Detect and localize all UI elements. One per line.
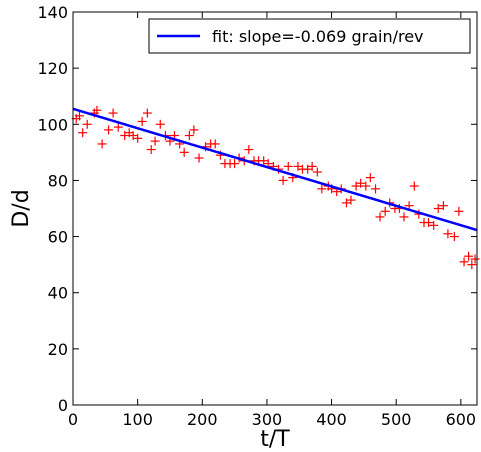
legend-box [148, 18, 471, 54]
y-axis-label: D/d [9, 189, 34, 227]
fit-line-group [72, 107, 478, 232]
scatter-point [351, 181, 361, 191]
scatter-point [375, 212, 385, 222]
scatter-point [424, 218, 434, 228]
scatter-point [146, 145, 156, 155]
scatter-point [113, 122, 123, 132]
fit-line [72, 107, 478, 232]
scatter-point [459, 257, 469, 267]
scatter-point [137, 116, 147, 126]
x-tick-label: 0 [68, 410, 78, 429]
scatter-point [365, 173, 375, 183]
scatter-point [429, 220, 439, 230]
scatter-point [97, 139, 107, 149]
scatter-point [92, 105, 102, 115]
y-tick-label: 60 [48, 228, 68, 247]
legend-entry-fit: fit: slope=-0.069 grain/rev [212, 27, 424, 46]
legend: fit: slope=-0.069 grain/rev [148, 18, 471, 54]
scatter-point [454, 206, 464, 216]
scatter-point [399, 212, 409, 222]
x-tick-label: 100 [122, 410, 153, 429]
scatter-point [82, 119, 92, 129]
scatter-point [438, 201, 448, 211]
scatter-point [150, 136, 160, 146]
scatter-point [278, 175, 288, 185]
scatter-point [142, 108, 152, 118]
y-tick-label: 100 [37, 115, 68, 134]
scatter-point [189, 125, 199, 135]
scatter-point [449, 232, 459, 242]
scatter-point [467, 260, 477, 270]
scatter-point [210, 139, 220, 149]
scatter-point [194, 153, 204, 163]
scatter-point [293, 161, 303, 171]
y-tick-label: 120 [37, 59, 68, 78]
scatter-point [259, 156, 269, 166]
scatter-point [155, 119, 165, 129]
scatter-point [179, 147, 189, 157]
x-tick-label: 500 [381, 410, 412, 429]
y-tick-label: 40 [48, 284, 68, 303]
scatter-point [361, 181, 371, 191]
scatter-point [380, 206, 390, 216]
scatter-point [443, 229, 453, 239]
scatter-point [317, 184, 327, 194]
scatter-point [464, 251, 474, 261]
scatter-point [74, 111, 84, 121]
scatter-point [371, 184, 381, 194]
scatter-point [108, 108, 118, 118]
x-tick-label: 300 [252, 410, 283, 429]
plot-frame [72, 11, 478, 406]
scatter-point [104, 125, 114, 135]
y-axis-label-group: D/d [9, 189, 34, 227]
y-tick-label: 140 [37, 3, 68, 22]
tick-group: 0 100 200 300 400 500 600 0 20 40 60 80 100 120 140 [37, 3, 477, 429]
scatter-point [409, 181, 419, 191]
scatter-point [133, 133, 143, 143]
scatter-point [433, 204, 443, 213]
y-tick-label: 0 [58, 396, 68, 415]
scatter-point [341, 198, 351, 208]
x-axis-label: t/T [260, 427, 290, 452]
scatter-point [303, 164, 313, 174]
y-tick-label: 80 [48, 171, 68, 190]
scatter-point [283, 161, 293, 171]
x-tick-label: 600 [446, 410, 477, 429]
scatter-point [312, 167, 322, 177]
scatter-point [78, 128, 88, 138]
scatter-point [346, 195, 356, 205]
scatter-point [307, 161, 317, 171]
scatter-points [71, 105, 480, 270]
x-tick-label: 200 [187, 410, 218, 429]
scatter-point [184, 131, 194, 141]
scatter-point [244, 145, 254, 155]
scatter-point [128, 131, 138, 141]
y-tick-label: 20 [48, 340, 68, 359]
scatter-point [470, 254, 480, 264]
scatter-point [120, 131, 130, 141]
scatter-point [356, 178, 366, 188]
scatter-point [230, 159, 240, 169]
x-tick-label: 400 [316, 410, 347, 429]
